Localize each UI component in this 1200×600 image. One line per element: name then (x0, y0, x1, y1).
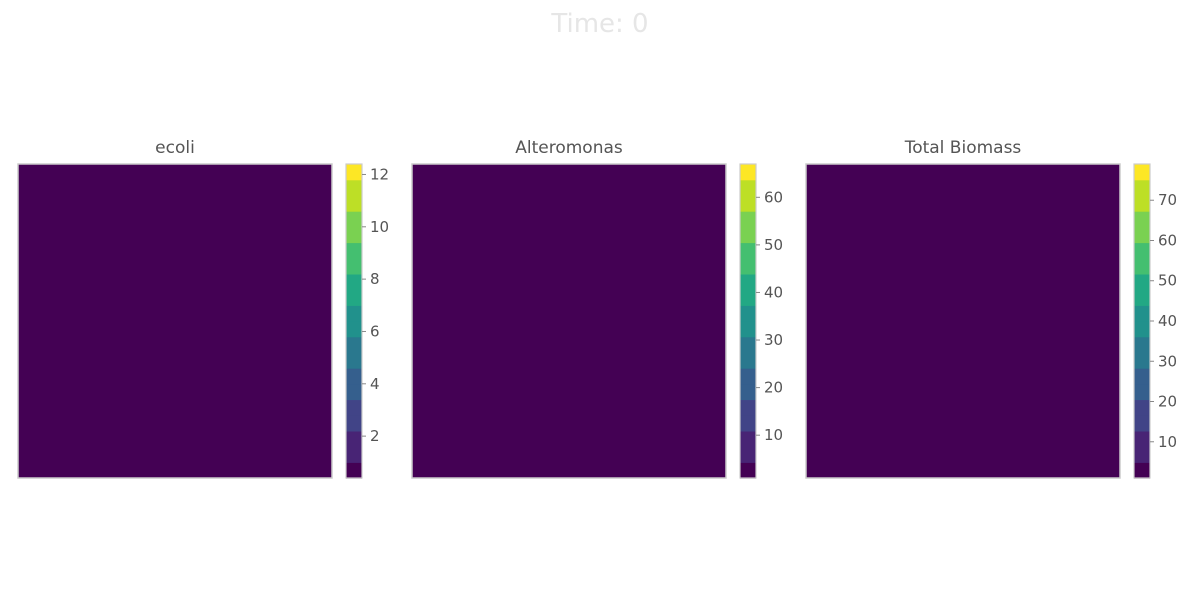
colorbar-band (346, 226, 362, 244)
colorbar-band (346, 415, 362, 432)
colorbar-band (1134, 195, 1150, 212)
colorbar-band (740, 242, 756, 259)
colorbar-band (346, 242, 362, 259)
colorbar-tick-label: 10 (370, 218, 389, 236)
colorbar-band (740, 258, 756, 275)
colorbar-band (740, 430, 756, 448)
colorbar-band (1134, 289, 1150, 306)
colorbar-tick-label: 40 (1158, 312, 1177, 330)
colorbar-band (740, 321, 756, 338)
colorbar-tick-label: 10 (1158, 433, 1177, 451)
colorbar-tick-label: 6 (370, 322, 380, 340)
colorbar-tick-label: 8 (370, 270, 380, 288)
heatmap-frame (411, 163, 727, 479)
colorbar-band (346, 164, 362, 181)
colorbar-band (346, 368, 362, 385)
colorbar-tick-label: 50 (764, 236, 783, 254)
colorbar-band (1134, 415, 1150, 432)
colorbar-tick-label: 12 (370, 165, 389, 183)
colorbar-band (346, 305, 362, 322)
colorbar-frame (345, 163, 363, 479)
colorbar-band (1134, 462, 1150, 479)
colorbar-tick-label: 40 (764, 283, 783, 301)
colorbar-band (346, 462, 362, 479)
colorbar-band (346, 352, 362, 369)
colorbar-band (740, 179, 756, 196)
colorbar-band (1134, 242, 1150, 259)
colorbar-band (346, 336, 362, 353)
colorbar-band (1134, 211, 1150, 228)
colorbar-band (1134, 430, 1150, 448)
colorbar-band (740, 305, 756, 322)
colorbar-band (740, 462, 756, 479)
colorbar-band (346, 446, 362, 463)
figure-title: Time: 0 (550, 9, 648, 39)
panel-2: Total Biomass 10 20 30 40 50 60 70 (805, 138, 1177, 479)
colorbar-tick-label: 2 (370, 427, 380, 445)
heatmap-frame (805, 163, 1121, 479)
colorbar-band (740, 415, 756, 432)
colorbar-band (1134, 258, 1150, 275)
heatmap-cell (18, 164, 332, 478)
colorbar-band (1134, 179, 1150, 196)
panel-title: ecoli (155, 138, 195, 158)
panel-title: Alteromonas (515, 138, 623, 158)
colorbar-tick-label: 60 (1158, 231, 1177, 249)
colorbar-band (1134, 273, 1150, 291)
colorbar-band (740, 195, 756, 212)
colorbar-tick-label: 70 (1158, 191, 1177, 209)
colorbar-tick-label: 50 (1158, 272, 1177, 290)
colorbar-band (346, 430, 362, 448)
colorbar-band (740, 446, 756, 463)
panel-title: Total Biomass (904, 138, 1022, 158)
colorbar-band (346, 179, 362, 196)
heatmap-cell (806, 164, 1120, 478)
panels: ecoli24681012Alteromonas102030405060Tota… (17, 138, 1177, 479)
colorbar-band (740, 211, 756, 228)
colorbar-band (740, 226, 756, 244)
colorbar-band (1134, 446, 1150, 463)
colorbar-band (346, 195, 362, 212)
colorbar-band (1134, 226, 1150, 244)
colorbar-tick-label: 30 (1158, 352, 1177, 370)
colorbar-band (740, 289, 756, 306)
colorbar-band (740, 368, 756, 385)
colorbar-band (1134, 336, 1150, 353)
colorbar-frame (739, 163, 757, 479)
colorbar-tick-label: 30 (764, 331, 783, 349)
colorbar-band (740, 164, 756, 181)
colorbar-band (346, 273, 362, 291)
colorbar-band (740, 336, 756, 353)
colorbar-band (1134, 383, 1150, 401)
heatmap-frame (17, 163, 333, 479)
colorbar-band (740, 399, 756, 416)
colorbar-band (1134, 164, 1150, 181)
colorbar-band (346, 321, 362, 338)
panel-1: Alteromonas 10 20 30 40 50 60 (411, 138, 783, 479)
colorbar-band (1134, 368, 1150, 385)
colorbar-band (740, 273, 756, 291)
colorbar-tick-label: 4 (370, 375, 380, 393)
colorbar-band (346, 399, 362, 416)
colorbar-band (740, 383, 756, 401)
colorbar-tick-label: 10 (764, 426, 783, 444)
colorbar-tick-label: 20 (1158, 393, 1177, 411)
colorbar-band (1134, 352, 1150, 369)
colorbar-band (1134, 305, 1150, 322)
colorbar-band (1134, 321, 1150, 338)
colorbar-band (346, 258, 362, 275)
colorbar-band (346, 211, 362, 228)
colorbar-band (740, 352, 756, 369)
colorbar-tick-label: 20 (764, 379, 783, 397)
colorbar-band (1134, 399, 1150, 416)
colorbar-band (346, 289, 362, 306)
heatmap-cell (412, 164, 726, 478)
colorbar-tick-label: 60 (764, 188, 783, 206)
colorbar-band (346, 383, 362, 401)
panel-0: ecoli 2 4 6 8 10 12 (17, 138, 389, 479)
